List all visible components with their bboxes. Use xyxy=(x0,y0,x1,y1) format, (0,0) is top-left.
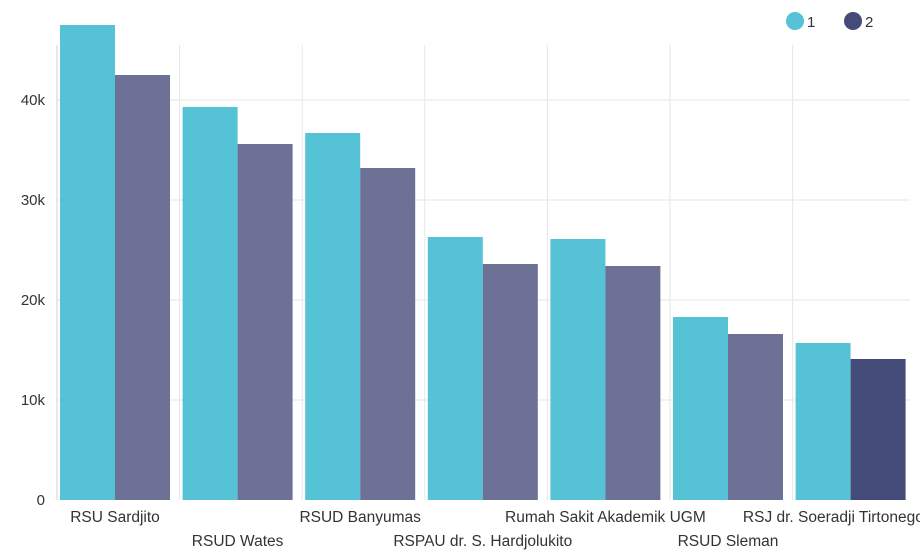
legend-marker-1[interactable] xyxy=(786,12,804,30)
x-tick-label: RSU Sardjito xyxy=(70,509,160,526)
bar-series-2-3[interactable] xyxy=(482,264,538,500)
bar-series-1-5[interactable] xyxy=(673,317,728,500)
y-tick-label: 10k xyxy=(21,392,46,409)
x-tick-label: RSJ dr. Soeradji Tirtonegoro (R xyxy=(743,509,920,526)
bar-series-1-2[interactable] xyxy=(305,133,361,500)
bar-series-2-0[interactable] xyxy=(115,75,170,500)
legend-label-2[interactable]: 2 xyxy=(865,14,873,31)
bar-series-1-6[interactable] xyxy=(795,343,851,500)
bar-series-2-6[interactable] xyxy=(850,359,906,500)
x-tick-label: RSUD Banyumas xyxy=(299,509,421,526)
bar-series-1-3[interactable] xyxy=(427,237,483,500)
bar-series-1-1[interactable] xyxy=(182,107,238,500)
bar-series-2-2[interactable] xyxy=(360,168,416,500)
y-tick-label: 20k xyxy=(21,292,46,309)
legend-marker-2[interactable] xyxy=(844,12,862,30)
y-axis-ticks: 0 10k 20k 30k 40k xyxy=(21,92,46,509)
x-tick-label: RSUD Sleman xyxy=(678,533,779,550)
x-tick-label: RSPAU dr. S. Hardjolukito xyxy=(393,533,572,550)
bar-series-2-4[interactable] xyxy=(605,266,661,500)
bar-series-2-5[interactable] xyxy=(728,334,783,500)
y-tick-label: 0 xyxy=(37,492,45,509)
x-tick-label: Rumah Sakit Akademik UGM xyxy=(505,509,706,526)
bars xyxy=(60,25,906,500)
bar-series-2-1[interactable] xyxy=(237,144,293,500)
x-tick-label: RSUD Wates xyxy=(192,533,284,550)
legend-label-1[interactable]: 1 xyxy=(807,14,815,31)
y-tick-label: 40k xyxy=(21,92,46,109)
y-tick-label: 30k xyxy=(21,192,46,209)
bar-series-1-4[interactable] xyxy=(550,239,606,500)
x-axis-ticks: RSU Sardjito RSUD Wates RSUD Banyumas RSPAU… xyxy=(70,509,920,550)
bar-series-1-0[interactable] xyxy=(60,25,115,500)
